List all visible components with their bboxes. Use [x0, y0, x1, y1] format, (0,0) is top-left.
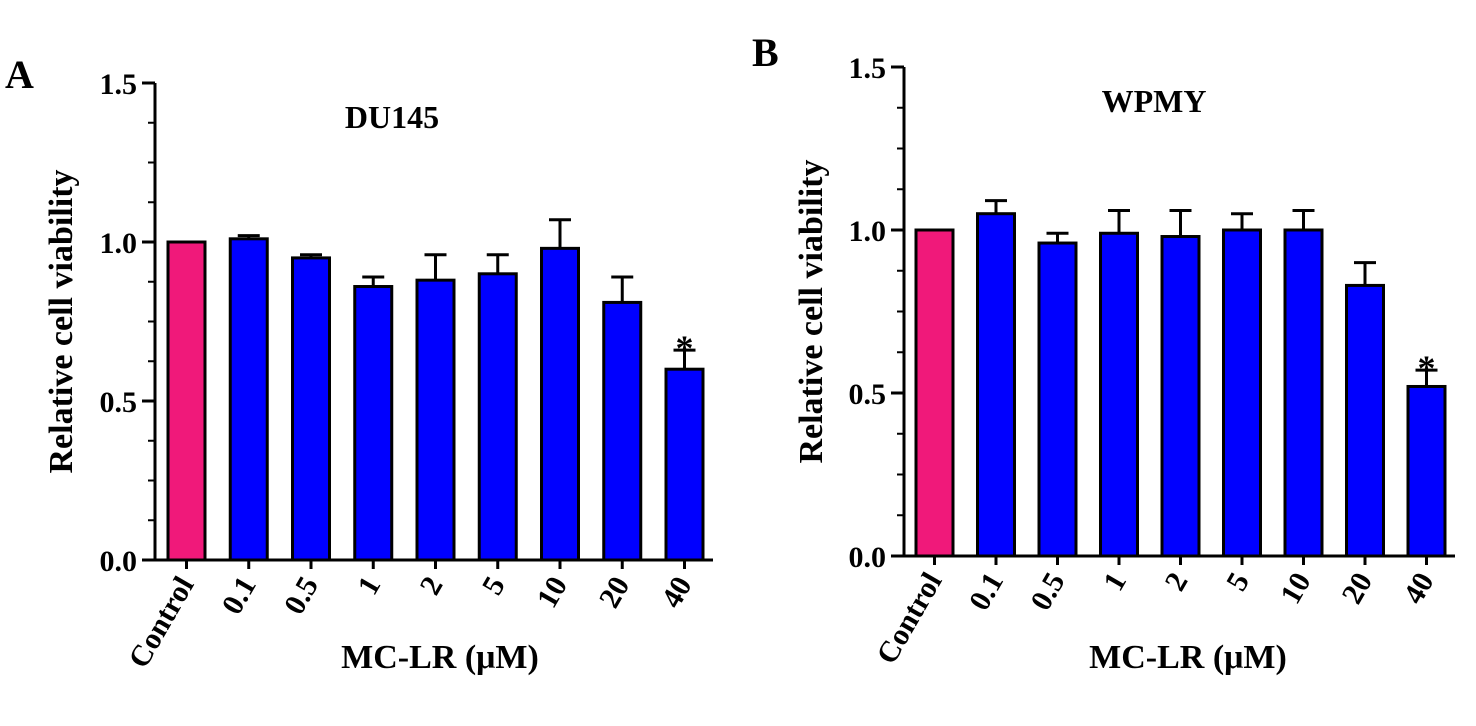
category-label: 1	[1097, 567, 1133, 596]
category-label: 0.1	[215, 571, 262, 620]
bar	[1160, 235, 1201, 558]
category-label: 10	[530, 571, 574, 613]
bar	[1283, 228, 1324, 558]
bar	[166, 240, 207, 562]
category-label: 2	[1158, 567, 1194, 596]
bar	[228, 237, 269, 562]
x-axis-label: MC-LR (μM)	[1089, 639, 1287, 676]
y-tick-label: 1.5	[849, 52, 887, 85]
bar	[1037, 241, 1078, 558]
category-label: 20	[1335, 567, 1379, 609]
category-label: Control	[122, 571, 200, 674]
significance-marker: *	[1418, 348, 1436, 388]
y-tick-label: 0.0	[100, 545, 138, 578]
bar	[1406, 384, 1447, 558]
y-tick-label: 0.5	[100, 386, 138, 419]
bar	[976, 212, 1016, 558]
y-tick-label: 0.0	[849, 541, 887, 574]
chart-title: DU145	[345, 99, 439, 135]
x-axis-label: MC-LR (μM)	[341, 639, 539, 676]
y-tick-label: 0.5	[849, 378, 887, 411]
panel-letter: A	[5, 52, 34, 97]
y-tick-label: 1.5	[100, 68, 138, 101]
category-label: 0.5	[1024, 567, 1071, 616]
bar	[664, 367, 705, 562]
category-label: Control	[870, 567, 948, 670]
category-label: 40	[1397, 567, 1441, 609]
category-label: 40	[655, 571, 699, 613]
category-label: 0.1	[963, 567, 1010, 616]
bar	[540, 246, 580, 562]
bar	[353, 285, 394, 562]
category-label: 0.5	[278, 571, 325, 620]
category-label: 1	[351, 571, 387, 600]
category-label: 5	[476, 571, 512, 600]
y-axis-label: Relative cell viability	[793, 159, 830, 463]
y-axis-label: Relative cell viability	[43, 169, 80, 473]
y-tick-label: 1.0	[849, 215, 887, 248]
bar	[1222, 228, 1262, 558]
y-tick-label: 1.0	[100, 227, 138, 260]
bar	[1099, 231, 1139, 558]
bar	[914, 228, 955, 558]
category-label: 10	[1274, 567, 1318, 609]
category-label: 2	[413, 571, 449, 600]
bar	[602, 300, 643, 562]
bar	[1345, 283, 1385, 558]
chart-title: WPMY	[1102, 83, 1207, 119]
significance-marker: *	[676, 328, 694, 368]
panel-letter: B	[752, 30, 779, 75]
category-label: 5	[1220, 567, 1256, 596]
category-label: 20	[593, 571, 637, 613]
bar	[415, 278, 456, 562]
bar	[477, 272, 518, 562]
bar	[291, 256, 331, 562]
